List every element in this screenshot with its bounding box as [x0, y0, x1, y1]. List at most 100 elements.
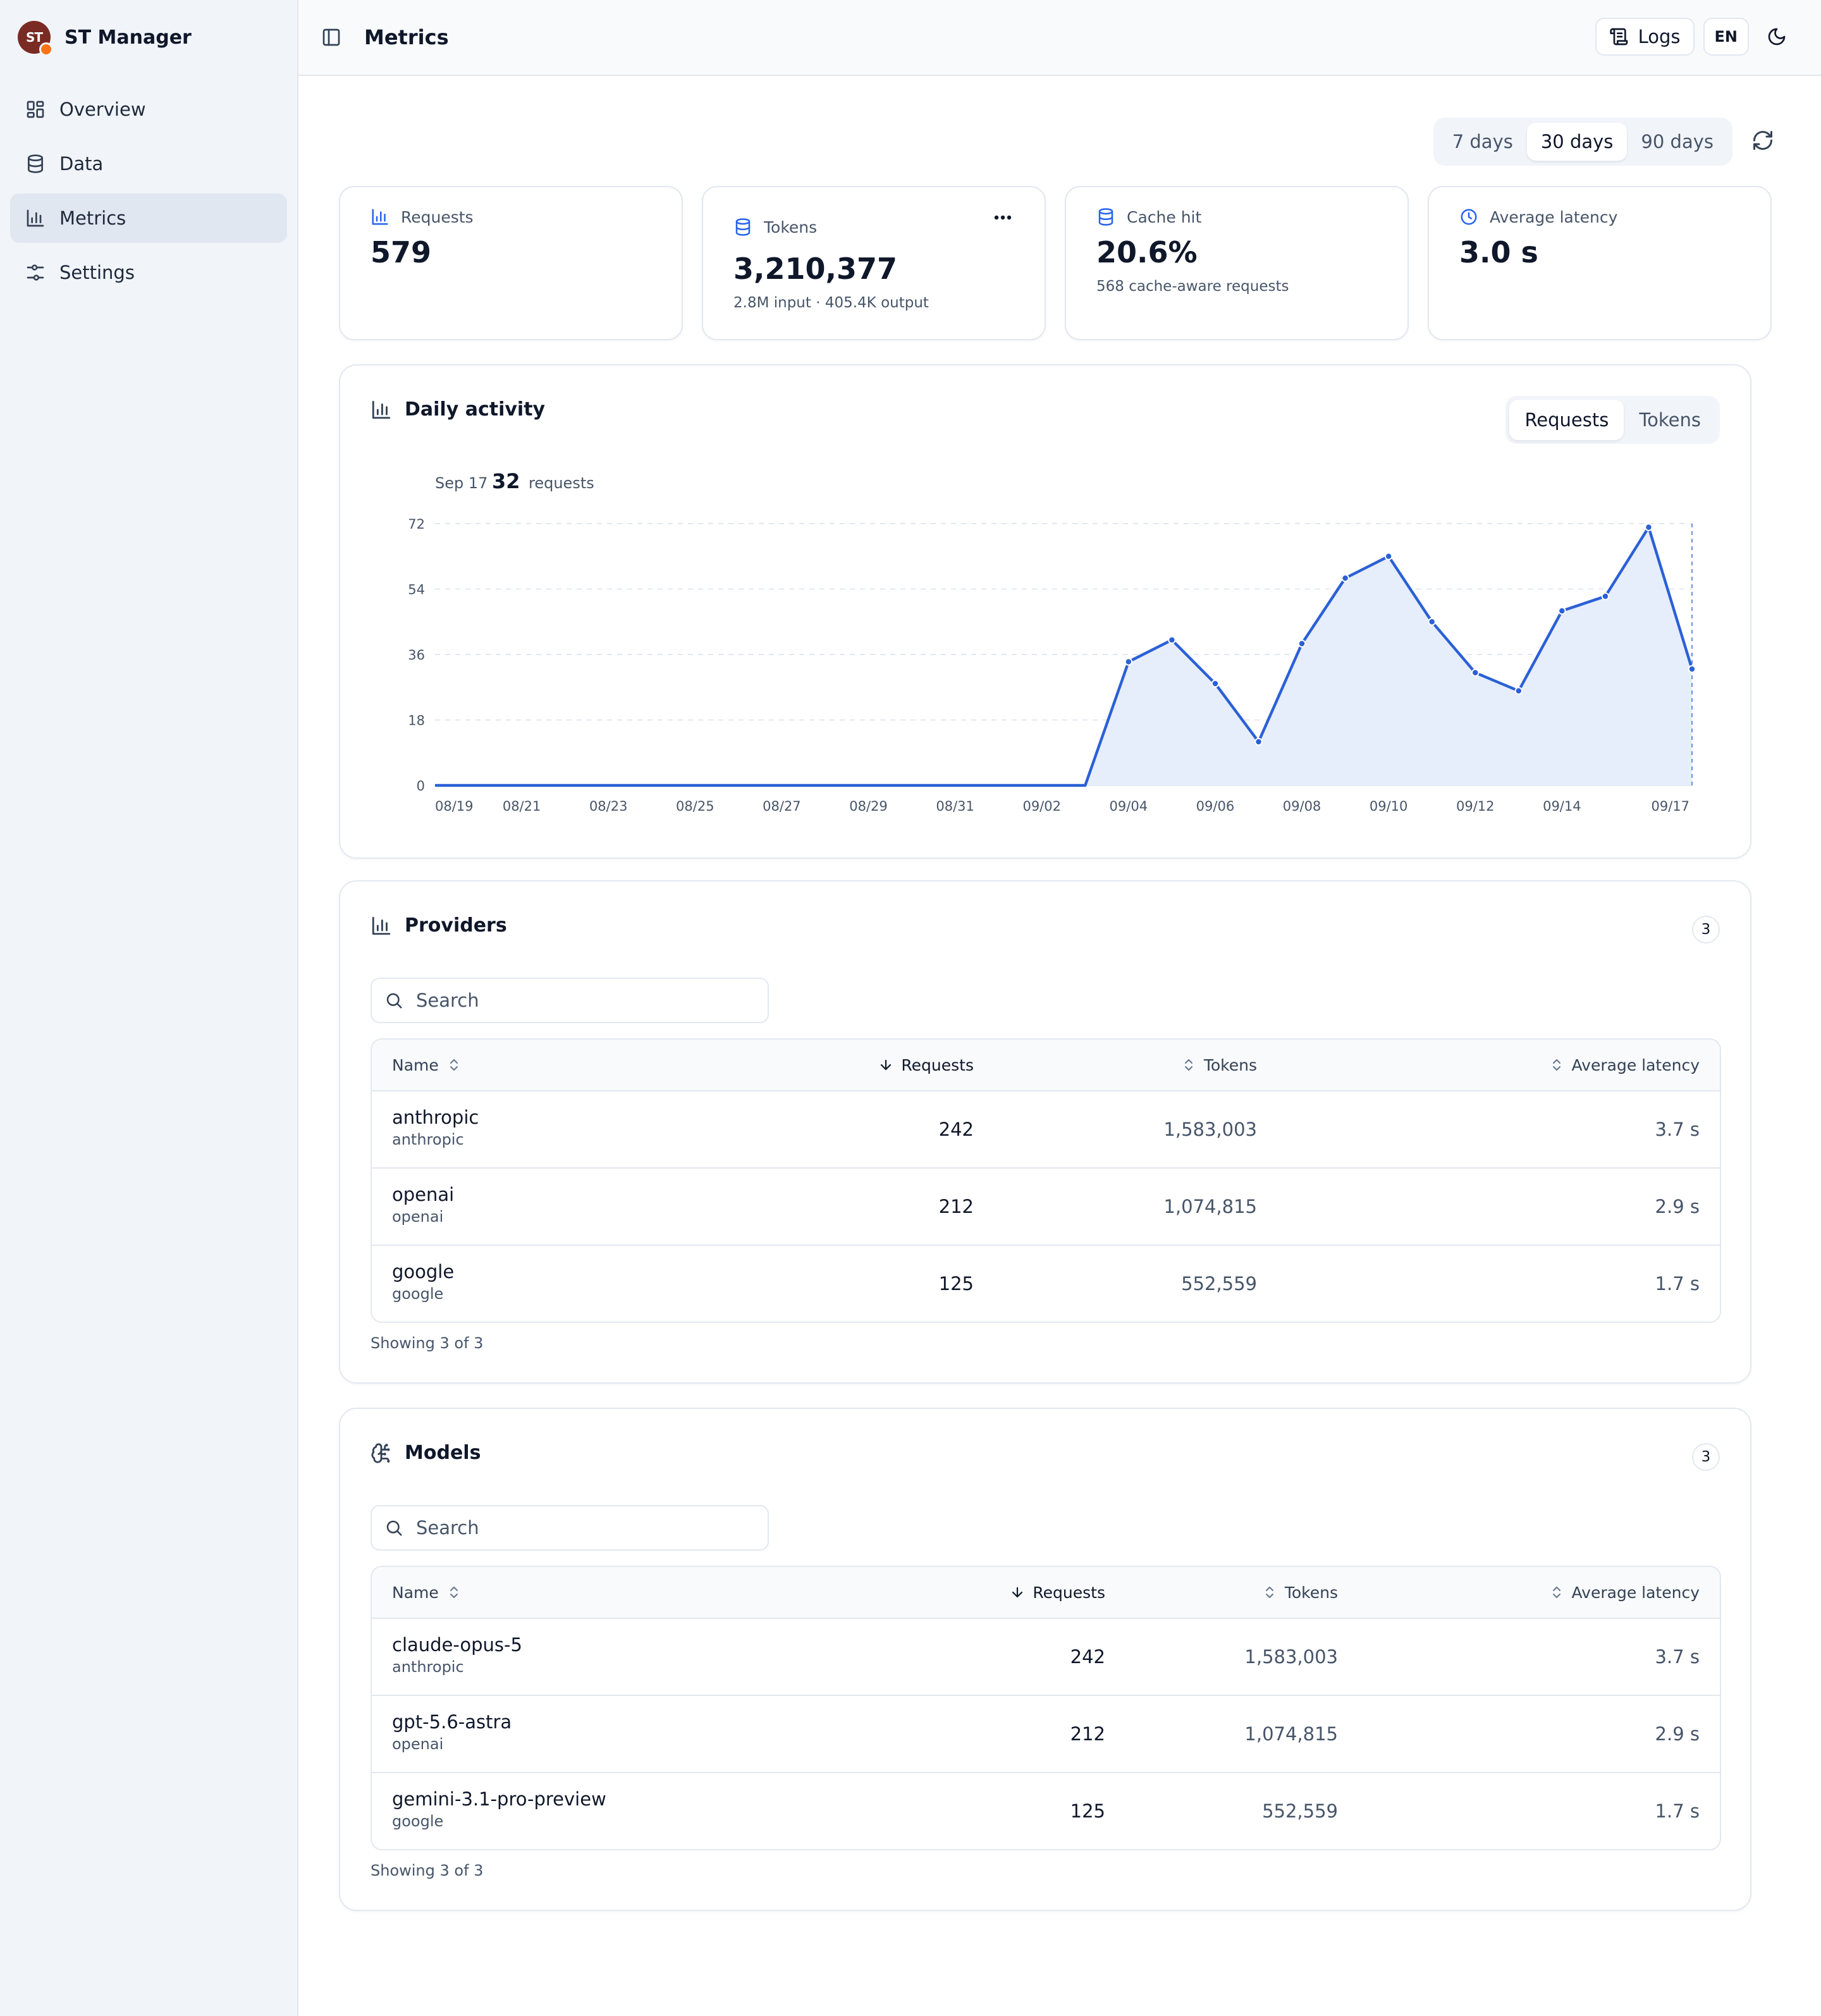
- sidebar-item-settings[interactable]: Settings: [10, 248, 287, 297]
- x-tick-label: 09/17: [1651, 799, 1689, 814]
- column-latency[interactable]: Average latency: [1549, 1040, 1700, 1090]
- brand-name: ST Manager: [64, 26, 192, 49]
- data-point[interactable]: [1297, 639, 1306, 648]
- brand[interactable]: ST ST Manager: [0, 0, 297, 75]
- chevrons-up-down-icon: [1184, 1059, 1193, 1071]
- card-label-text: Tokens: [764, 218, 818, 237]
- data-points: [1124, 523, 1696, 746]
- x-tick-label: 08/29: [849, 799, 888, 814]
- range-option-90d[interactable]: 90 days: [1641, 131, 1714, 152]
- column-tokens[interactable]: Tokens: [1181, 1040, 1257, 1090]
- chevrons-up-down-icon: [450, 1587, 458, 1598]
- models-panel: Models 3 Name Requests: [339, 1408, 1751, 1911]
- chevrons-up-down-icon: [1552, 1059, 1560, 1071]
- sidebar-toggle-icon[interactable]: [321, 27, 341, 47]
- data-point[interactable]: [1168, 636, 1176, 644]
- name-cell: openai openai: [392, 1184, 454, 1226]
- data-point[interactable]: [1645, 523, 1653, 531]
- column-label: Name: [392, 1583, 439, 1602]
- chevrons-up-down-icon: [1552, 1587, 1560, 1598]
- sidebar-item-overview[interactable]: Overview: [10, 85, 287, 134]
- providers-panel: Providers 3 Name Requests: [339, 880, 1751, 1384]
- range-option-30d[interactable]: 30 days: [1526, 123, 1628, 161]
- refresh-icon[interactable]: [1751, 129, 1774, 152]
- sidebar-item-label: Overview: [59, 99, 146, 120]
- data-point[interactable]: [1384, 552, 1393, 560]
- sidebar-item-metrics[interactable]: Metrics: [10, 194, 287, 243]
- models-search[interactable]: [371, 1505, 769, 1551]
- column-tokens[interactable]: Tokens: [1262, 1567, 1338, 1618]
- count-badge: 3: [1692, 916, 1720, 943]
- y-axis: 0 18 36 54 72: [408, 517, 425, 794]
- database-icon: [735, 218, 751, 236]
- arrow-down-icon: [881, 1059, 892, 1071]
- table-row[interactable]: claude-opus-5 anthropic 242 1,583,003 3.…: [372, 1619, 1720, 1696]
- search-input[interactable]: [414, 1516, 760, 1540]
- table-header: Name Requests Tokens Average latency: [372, 1567, 1720, 1619]
- sidebar-item-label: Data: [59, 153, 104, 175]
- theme-toggle-button[interactable]: [1758, 18, 1796, 56]
- range-option-7d[interactable]: 7 days: [1452, 131, 1513, 152]
- logs-button[interactable]: Logs: [1595, 18, 1695, 56]
- data-point[interactable]: [1254, 737, 1263, 746]
- panel-title: Providers: [371, 914, 507, 937]
- top-header: Metrics Logs EN: [298, 0, 1821, 76]
- column-latency[interactable]: Average latency: [1549, 1567, 1700, 1618]
- column-name[interactable]: Name: [392, 1040, 462, 1090]
- data-point[interactable]: [1428, 618, 1436, 626]
- toggle-requests[interactable]: Requests: [1509, 400, 1624, 440]
- latency-cell: 2.9 s: [1655, 1196, 1700, 1217]
- column-label: Tokens: [1203, 1055, 1257, 1074]
- logo-text: ST: [25, 30, 43, 45]
- data-point[interactable]: [1124, 658, 1133, 666]
- column-name[interactable]: Name: [392, 1567, 462, 1618]
- name-cell: google google: [392, 1261, 454, 1303]
- latency-cell: 3.7 s: [1655, 1646, 1700, 1668]
- scroll-text-icon: [1609, 28, 1628, 46]
- column-requests[interactable]: Requests: [1010, 1567, 1105, 1618]
- table-row[interactable]: gemini-3.1-pro-preview google 125 552,55…: [372, 1773, 1720, 1849]
- arrow-down-icon: [1012, 1587, 1023, 1598]
- search-input[interactable]: [414, 988, 760, 1012]
- x-tick-label: 09/10: [1370, 799, 1408, 814]
- data-point[interactable]: [1688, 665, 1696, 673]
- table-row[interactable]: anthropic anthropic 242 1,583,003 3.7 s: [372, 1091, 1720, 1169]
- card-value: 579: [371, 235, 432, 269]
- daily-activity-panel: Daily activity Requests Tokens Sep 17 32…: [339, 364, 1751, 859]
- data-point[interactable]: [1558, 606, 1566, 615]
- data-point[interactable]: [1471, 668, 1480, 677]
- requests-cell: 242: [938, 1119, 974, 1140]
- language-label: EN: [1714, 28, 1738, 46]
- toggle-tokens[interactable]: Tokens: [1639, 409, 1701, 431]
- column-requests[interactable]: Requests: [878, 1040, 974, 1090]
- card-label-text: Average latency: [1490, 207, 1618, 226]
- x-tick-label: 08/31: [936, 799, 974, 814]
- language-button[interactable]: EN: [1703, 18, 1749, 56]
- search-icon: [386, 993, 402, 1009]
- table-row[interactable]: openai openai 212 1,074,815 2.9 s: [372, 1169, 1720, 1246]
- x-tick-label: 08/23: [589, 799, 628, 814]
- table-row[interactable]: google google 125 552,559 1.7 s: [372, 1246, 1720, 1322]
- bar-chart-icon: [27, 209, 44, 227]
- latency-cell: 3.7 s: [1655, 1119, 1700, 1140]
- table-row[interactable]: gpt-5.6-astra openai 212 1,074,815 2.9 s: [372, 1696, 1720, 1773]
- data-point[interactable]: [1601, 592, 1610, 601]
- name-cell: anthropic anthropic: [392, 1107, 479, 1148]
- more-horizontal-icon[interactable]: [991, 212, 1014, 223]
- data-point[interactable]: [1211, 679, 1220, 688]
- data-point[interactable]: [1341, 574, 1349, 582]
- tokens-cell: 1,074,815: [1244, 1723, 1338, 1745]
- data-point[interactable]: [1514, 687, 1523, 695]
- provider-name: openai: [392, 1184, 455, 1205]
- providers-search[interactable]: [371, 978, 769, 1023]
- chevrons-up-down-icon: [450, 1059, 458, 1071]
- model-name: gpt-5.6-astra: [392, 1711, 512, 1733]
- panel-title: Models: [371, 1442, 481, 1464]
- y-tick-label: 54: [408, 582, 425, 598]
- tokens-cell: 1,583,003: [1163, 1119, 1257, 1140]
- sidebar-item-data[interactable]: Data: [10, 139, 287, 188]
- card-value: 3,210,377: [733, 252, 897, 286]
- cache-hit-card: Cache hit 20.6% 568 cache-aware requests: [1065, 186, 1409, 340]
- tokens-cell: 552,559: [1262, 1800, 1338, 1822]
